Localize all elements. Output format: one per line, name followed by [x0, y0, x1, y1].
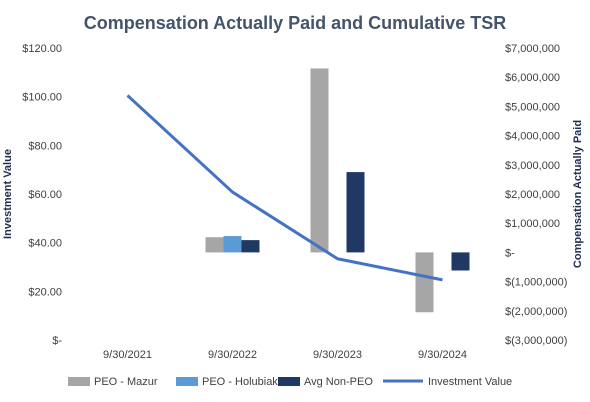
left-tick-label: $20.00 [28, 286, 62, 298]
series-line-investment-value [126, 94, 443, 282]
chart-title: Compensation Actually Paid and Cumulativ… [84, 13, 506, 33]
x-tick-label: 9/30/2022 [208, 349, 257, 361]
right-axis-ticks: $(3,000,000) $(2,000,000) $(1,000,000) $- $1… [505, 43, 567, 347]
right-tick-label: $(2,000,000) [505, 306, 567, 318]
right-tick-label: $3,000,000 [505, 160, 560, 172]
legend-label: PEO - Holubiak [202, 376, 278, 388]
legend-swatch [68, 377, 90, 386]
left-axis-title: Investment Value [2, 149, 14, 239]
right-tick-label: $(3,000,000) [505, 335, 567, 347]
right-tick-label: $4,000,000 [505, 131, 560, 143]
right-tick-label: $2,000,000 [505, 189, 560, 201]
bar-peo-holubiak [223, 236, 242, 253]
left-tick-label: $120.00 [22, 43, 62, 55]
left-tick-label: $80.00 [28, 140, 62, 152]
left-tick-label: $- [52, 335, 62, 347]
bar-avg-non-peo [451, 252, 470, 271]
right-tick-label: $- [505, 247, 515, 259]
legend-swatch [176, 377, 198, 386]
right-tick-label: $7,000,000 [505, 43, 560, 55]
bar-peo-mazur [310, 68, 329, 253]
right-tick-label: $6,000,000 [505, 72, 560, 84]
left-tick-label: $40.00 [28, 238, 62, 250]
x-axis-ticks: 9/30/2021 9/30/2022 9/30/2023 9/30/2024 [103, 349, 467, 361]
right-tick-label: $5,000,000 [505, 101, 560, 113]
left-tick-label: $100.00 [22, 92, 62, 104]
right-axis-title: Compensation Actually Paid [572, 120, 584, 268]
legend: PEO - Mazur PEO - Holubiak Avg Non-PEO Inve… [68, 376, 512, 388]
bar-peo-mazur [415, 252, 434, 313]
left-axis-ticks: $- $20.00 $40.00 $60.00 $80.00 $100.00 $120.00 [22, 43, 62, 347]
bars-layer [205, 68, 470, 313]
legend-label: Avg Non-PEO [304, 376, 373, 388]
legend-label: Investment Value [428, 376, 512, 388]
legend-swatch [278, 377, 300, 386]
right-tick-label: $1,000,000 [505, 218, 560, 230]
left-tick-label: $60.00 [28, 189, 62, 201]
bar-peo-mazur [205, 237, 224, 253]
x-tick-label: 9/30/2021 [103, 349, 152, 361]
bar-avg-non-peo [241, 240, 260, 253]
x-tick-label: 9/30/2023 [313, 349, 362, 361]
right-tick-label: $(1,000,000) [505, 277, 567, 289]
x-tick-label: 9/30/2024 [418, 349, 467, 361]
legend-label: PEO - Mazur [94, 376, 158, 388]
bar-avg-non-peo [346, 172, 365, 253]
line-layer [126, 94, 443, 282]
